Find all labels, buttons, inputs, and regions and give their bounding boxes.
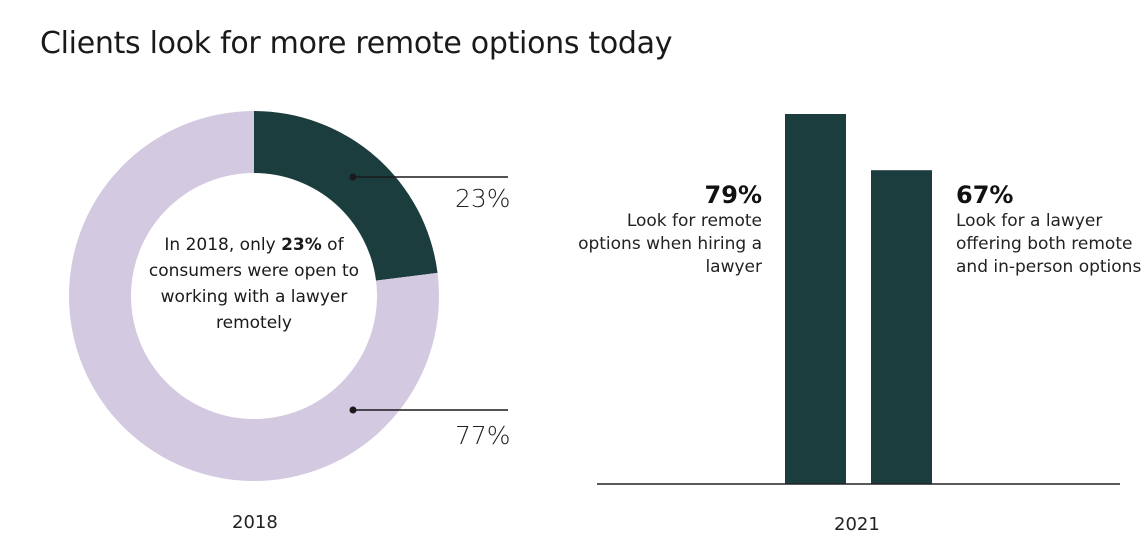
slice-label-23: 23% [455, 184, 511, 213]
center-text-bold: 23% [281, 235, 322, 255]
donut-slice-23 [254, 111, 438, 281]
bar-chart [785, 114, 932, 485]
bar-67 [871, 170, 932, 485]
slice-label-77: 77% [455, 421, 511, 450]
donut-slice-77 [68, 111, 440, 482]
bar-79 [785, 114, 846, 484]
bar-value-label-79: 79% [704, 181, 762, 209]
page-title: Clients look for more remote options tod… [40, 26, 673, 61]
bar-callout-79: 79% Look for remote options when hiring … [562, 180, 762, 279]
donut-chart [68, 111, 440, 482]
donut-year-label: 2018 [232, 512, 278, 533]
center-text-suffix: of consumers were open to working with a… [148, 235, 360, 333]
bar-callout-text-67: Look for a lawyer offering both remote a… [956, 211, 1142, 277]
donut-center-text: In 2018, only 23% of consumers were open… [140, 232, 368, 336]
bar-callout-67: 67% Look for a lawyer offering both remo… [956, 180, 1146, 279]
center-text-prefix: In 2018, only [164, 235, 282, 255]
bar-year-label: 2021 [834, 514, 880, 535]
donut-leader-lines [349, 173, 508, 414]
bar-value-label-67: 67% [956, 181, 1014, 209]
bar-callout-text-79: Look for remote options when hiring a la… [578, 211, 762, 277]
